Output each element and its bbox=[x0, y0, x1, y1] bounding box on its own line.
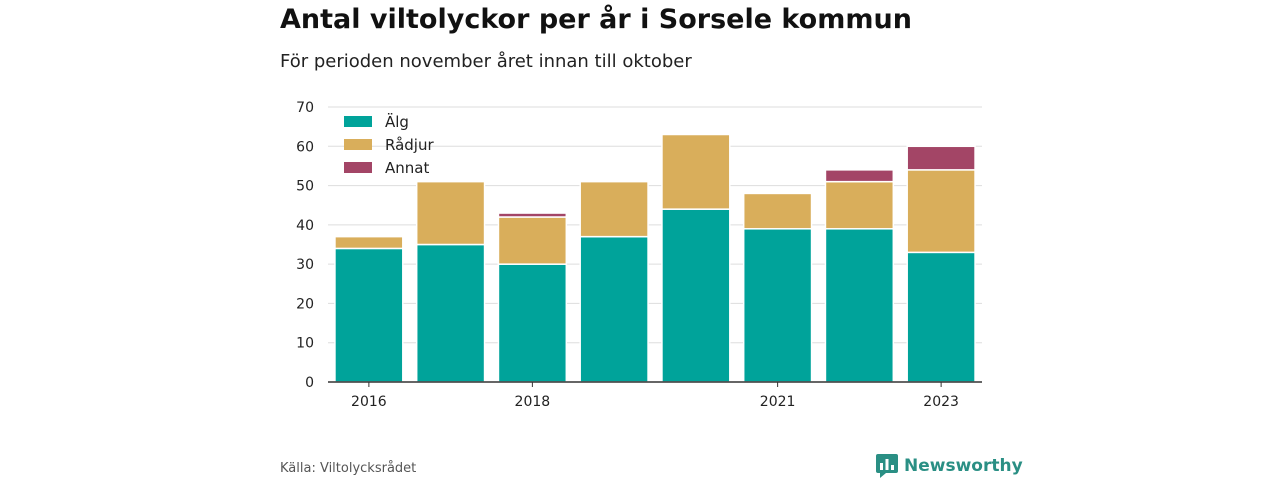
legend-swatch-älg bbox=[344, 116, 372, 127]
legend-swatch-annat bbox=[344, 162, 372, 173]
x-tick-label: 2023 bbox=[923, 394, 959, 410]
bar-segment-älg bbox=[579, 235, 649, 383]
chart-title: Antal viltolyckor per år i Sorsele kommu… bbox=[280, 4, 912, 35]
x-tick-label: 2018 bbox=[515, 394, 551, 410]
y-tick-label: 10 bbox=[296, 336, 314, 352]
bar-segment-älg bbox=[824, 228, 895, 383]
legend-label-rådjur: Rådjur bbox=[385, 136, 434, 154]
bar-segment-älg bbox=[415, 243, 486, 383]
brand-name: Newsworthy bbox=[904, 456, 1023, 476]
y-tick-label: 50 bbox=[296, 179, 314, 195]
y-tick-label: 60 bbox=[296, 139, 314, 155]
chart-subtitle: För perioden november året innan till ok… bbox=[280, 51, 692, 72]
bar-segment-rådjur bbox=[661, 133, 731, 210]
bar-segment-rådjur bbox=[824, 180, 895, 230]
legend-label-annat: Annat bbox=[385, 159, 429, 177]
bar-segment-rådjur bbox=[579, 180, 649, 238]
bar-segment-älg bbox=[742, 228, 813, 383]
bar-segment-rådjur bbox=[742, 192, 813, 230]
newsworthy-icon bbox=[876, 454, 898, 478]
bar-segment-älg bbox=[906, 251, 976, 383]
bar-segment-rådjur bbox=[334, 235, 404, 250]
source-note: Källa: Viltolycksrådet bbox=[280, 461, 417, 476]
bar-segment-älg bbox=[661, 208, 731, 383]
y-tick-label: 30 bbox=[296, 257, 314, 273]
bar-segment-rådjur bbox=[906, 169, 976, 254]
legend-swatch-rådjur bbox=[344, 139, 372, 150]
bar-segment-rådjur bbox=[415, 180, 486, 246]
y-tick-label: 0 bbox=[305, 375, 314, 391]
bar-segment-älg bbox=[497, 263, 568, 383]
bar-segment-annat bbox=[824, 169, 895, 183]
bar-segment-rådjur bbox=[497, 216, 568, 265]
y-tick-label: 40 bbox=[296, 218, 314, 234]
bar-segment-annat bbox=[906, 145, 976, 171]
x-tick-label: 2016 bbox=[351, 394, 387, 410]
bar-segment-annat bbox=[497, 212, 568, 218]
y-tick-label: 70 bbox=[296, 100, 314, 116]
y-tick-label: 20 bbox=[296, 296, 314, 312]
x-tick-label: 2021 bbox=[760, 394, 796, 410]
legend-label-älg: Älg bbox=[385, 112, 409, 131]
newsworthy-logo[interactable]: Newsworthy bbox=[876, 454, 1023, 478]
bar-segment-älg bbox=[334, 247, 404, 383]
